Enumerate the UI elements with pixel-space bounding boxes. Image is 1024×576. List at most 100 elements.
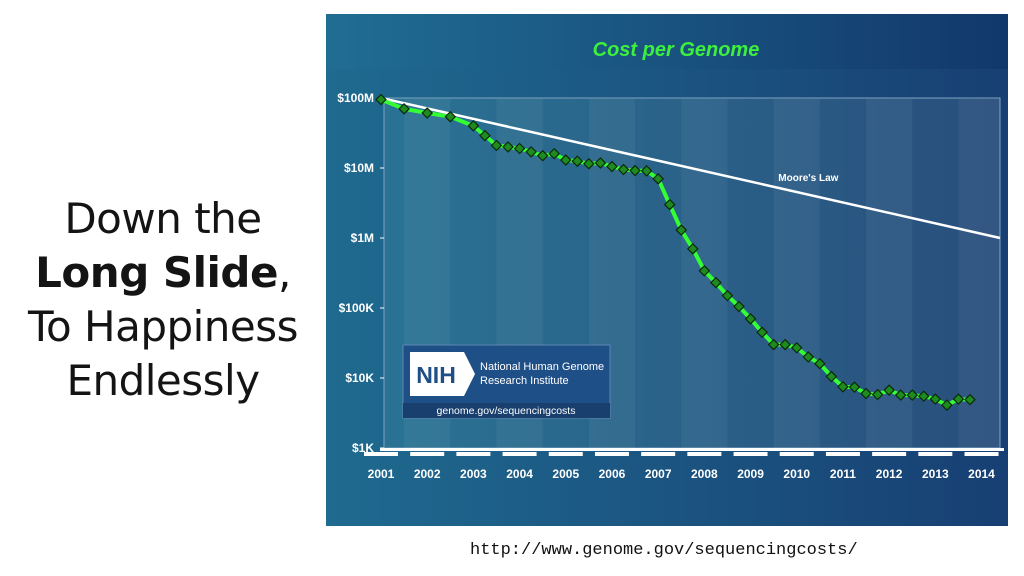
genome-cost-point bbox=[675, 224, 688, 236]
x-tick-mark bbox=[918, 452, 953, 456]
nih-badge-footer bbox=[403, 403, 610, 418]
x-tick-label: 2007 bbox=[645, 467, 672, 481]
moores-law-line bbox=[380, 96, 1001, 240]
x-tick-label: 2001 bbox=[368, 467, 395, 481]
genome-cost-point bbox=[444, 110, 457, 123]
x-tick-label: 2014 bbox=[968, 467, 995, 481]
genome-cost-point bbox=[883, 384, 895, 397]
genome-cost-point bbox=[536, 149, 549, 162]
headline-line-3: To Happiness bbox=[27, 302, 299, 351]
genome-cost-point bbox=[502, 141, 514, 153]
genome-cost-point bbox=[375, 93, 387, 106]
genome-cost-point bbox=[398, 102, 410, 115]
nih-org-line-2: Research Institute bbox=[480, 375, 569, 387]
genome-cost-point bbox=[779, 338, 792, 351]
annotations: Moore's Law bbox=[778, 173, 838, 184]
genome-cost-point bbox=[929, 393, 942, 405]
x-tick-mark bbox=[641, 452, 676, 456]
headline-line-1: Down the bbox=[64, 194, 262, 243]
x-tick-label: 2011 bbox=[830, 467, 856, 481]
y-tick-label: $100K bbox=[339, 301, 375, 315]
y-tick-label: $1M bbox=[351, 231, 374, 245]
nih-logo-text: NIH bbox=[416, 362, 456, 388]
moores-law-series bbox=[380, 96, 1001, 240]
genome-cost-point bbox=[548, 147, 561, 160]
genome-cost-point bbox=[513, 142, 526, 155]
x-tick-label: 2004 bbox=[506, 467, 533, 481]
x-tick-mark bbox=[456, 452, 491, 456]
genome-cost-point bbox=[906, 389, 919, 401]
genome-cost-point bbox=[917, 390, 930, 403]
genome-cost-point bbox=[860, 387, 872, 400]
x-tick-mark bbox=[410, 452, 445, 456]
nih-badge: NIH National Human Genome Research Insti… bbox=[402, 344, 611, 419]
genome-cost-point bbox=[813, 357, 826, 370]
genome-cost-point bbox=[559, 154, 572, 166]
genome-cost-point bbox=[871, 388, 884, 401]
genome-cost-point bbox=[617, 163, 630, 176]
genome-cost-point bbox=[421, 107, 434, 119]
chart-title: Cost per Genome bbox=[593, 39, 760, 61]
x-tick-label: 2012 bbox=[876, 467, 903, 481]
genome-cost-point bbox=[825, 370, 838, 383]
x-tick-label: 2010 bbox=[783, 467, 810, 481]
nih-url: genome.gov/sequencingcosts bbox=[437, 405, 576, 417]
x-tick-mark bbox=[364, 452, 398, 456]
x-tick-mark bbox=[779, 452, 814, 456]
genome-cost-point bbox=[744, 312, 757, 325]
y-tick-label: $10K bbox=[345, 371, 374, 385]
y-tick-label: $100M bbox=[337, 91, 374, 105]
genome-cost-point bbox=[583, 157, 595, 170]
genome-cost-point bbox=[733, 300, 745, 313]
genome-cost-point bbox=[640, 165, 653, 177]
genome-cost-point bbox=[894, 389, 907, 401]
genome-cost-point bbox=[721, 289, 734, 302]
genome-cost-series bbox=[375, 93, 976, 411]
genome-cost-point bbox=[710, 276, 722, 289]
genome-cost-point bbox=[698, 264, 711, 277]
year-band bbox=[773, 99, 820, 448]
x-axis-line bbox=[380, 448, 1004, 451]
source-url: http://www.genome.gov/sequencingcosts/ bbox=[470, 541, 858, 560]
genome-cost-point bbox=[767, 338, 780, 351]
genome-cost-point bbox=[525, 146, 537, 158]
headline: Down the Long Slide, To Happiness Endles… bbox=[0, 192, 326, 408]
headline-line-2: Long Slide, bbox=[0, 246, 326, 300]
genome-cost-point bbox=[756, 326, 768, 339]
moores-law-label: Moore's Law bbox=[778, 173, 838, 184]
x-tick-mark bbox=[548, 452, 583, 456]
x-tick-label: 2008 bbox=[691, 467, 718, 481]
nih-org-line-1: National Human Genome bbox=[480, 361, 604, 373]
x-tick-mark bbox=[964, 452, 999, 456]
y-tick-label: $1K bbox=[352, 441, 374, 455]
genome-cost-point bbox=[479, 129, 491, 142]
x-tick-label: 2003 bbox=[460, 467, 487, 481]
genome-cost-point bbox=[964, 393, 976, 406]
x-tick-mark bbox=[687, 452, 722, 456]
cost-per-genome-chart: Cost per Genome $100M $10M $1M $100K $10K $1K… bbox=[326, 14, 1008, 526]
genome-cost-point bbox=[837, 380, 849, 393]
genome-cost-point bbox=[594, 157, 607, 169]
x-tick-label: 2005 bbox=[552, 467, 579, 481]
x-tick-label: 2009 bbox=[737, 467, 764, 481]
x-tick-mark bbox=[825, 452, 860, 456]
y-tick-label: $10M bbox=[344, 161, 374, 175]
genome-cost-point bbox=[663, 198, 676, 211]
year-band bbox=[958, 99, 1000, 448]
genome-cost-point bbox=[606, 160, 618, 173]
x-tick-mark bbox=[872, 452, 907, 456]
genome-cost-point bbox=[467, 120, 480, 132]
genome-cost-point bbox=[790, 341, 803, 354]
genome-cost-point bbox=[802, 351, 815, 363]
panel-header bbox=[326, 14, 1008, 69]
chart-panel: Cost per Genome $100M $10M $1M $100K $10K $1K… bbox=[326, 14, 1008, 526]
x-tick-mark bbox=[502, 452, 537, 456]
x-tick-label: 2006 bbox=[599, 467, 626, 481]
headline-line-4: Endlessly bbox=[66, 356, 260, 405]
x-axis: 2001 2002 2003 2004 2005 2006 2007 2008 2009 2010… bbox=[364, 448, 1004, 481]
genome-cost-point bbox=[571, 155, 584, 168]
genome-cost-point bbox=[952, 393, 965, 405]
x-tick-mark bbox=[733, 452, 768, 456]
headline-comma: , bbox=[277, 248, 291, 297]
y-axis-ticks: $100M $10M $1M $100K $10K $1K bbox=[337, 91, 384, 455]
